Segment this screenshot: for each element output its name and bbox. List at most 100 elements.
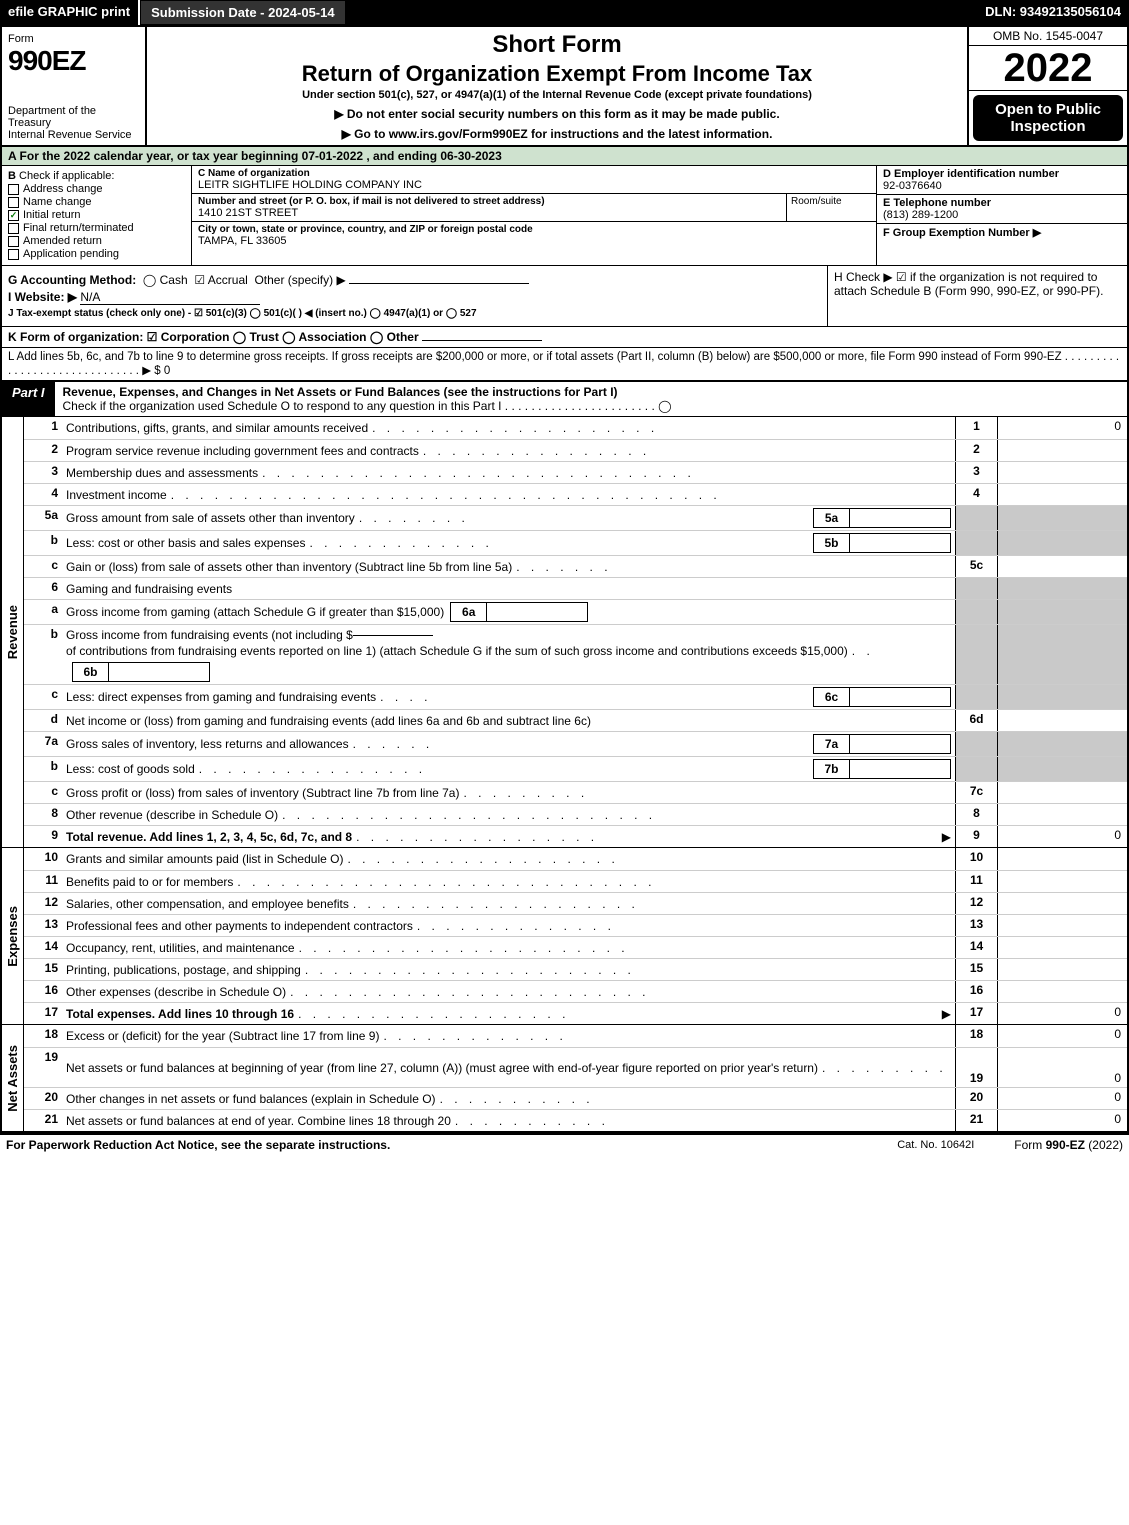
- line-8-value: [997, 804, 1127, 825]
- arrow-icon: ▶: [942, 830, 951, 844]
- b-check-if: Check if applicable:: [19, 170, 114, 182]
- net-assets-grid: Net Assets 18Excess or (deficit) for the…: [2, 1025, 1127, 1133]
- line-7c-desc: Gross profit or (loss) from sales of inv…: [66, 786, 459, 800]
- part-1-title-text: Revenue, Expenses, and Changes in Net As…: [63, 385, 618, 399]
- k-other-input[interactable]: [422, 340, 542, 341]
- chk-label: Final return/terminated: [23, 222, 134, 234]
- line-16-value: [997, 981, 1127, 1002]
- line-6b-blank[interactable]: [353, 635, 433, 636]
- b-label: B: [8, 170, 16, 182]
- return-title: Return of Organization Exempt From Incom…: [153, 61, 961, 87]
- line-6c-desc: Less: direct expenses from gaming and fu…: [66, 690, 376, 704]
- g-accrual: Accrual: [208, 273, 248, 287]
- line-12-value: [997, 893, 1127, 914]
- revenue-lines: 1Contributions, gifts, grants, and simil…: [24, 417, 1127, 847]
- c-city-label: City or town, state or province, country…: [198, 224, 870, 235]
- g-other-input[interactable]: [349, 283, 529, 284]
- checkbox-initial-return[interactable]: [8, 210, 19, 221]
- dept-label: Department of the Treasury Internal Reve…: [8, 105, 139, 141]
- k-line: K Form of organization: ☑ Corporation ◯ …: [8, 330, 419, 344]
- phone-value: (813) 289-1200: [883, 209, 958, 221]
- net-assets-label: Net Assets: [5, 1045, 20, 1112]
- line-9-desc: Total revenue. Add lines 1, 2, 3, 4, 5c,…: [66, 830, 352, 844]
- line-4-desc: Investment income: [66, 488, 167, 502]
- line-19-desc: Net assets or fund balances at beginning…: [66, 1061, 818, 1075]
- website-value: N/A: [80, 290, 260, 305]
- under-section-text: Under section 501(c), 527, or 4947(a)(1)…: [153, 89, 961, 101]
- bcdf-row: B Check if applicable: Address change Na…: [2, 166, 1127, 266]
- line-11-desc: Benefits paid to or for members: [66, 875, 233, 889]
- checkbox-address-change[interactable]: [8, 184, 19, 195]
- d-label: D Employer identification number: [883, 168, 1121, 180]
- topbar-spacer: [346, 0, 978, 25]
- footer-right-post: (2022): [1085, 1138, 1123, 1152]
- j-line: J Tax-exempt status (check only one) - ☑…: [8, 308, 477, 319]
- line-5a-desc: Gross amount from sale of assets other t…: [66, 511, 355, 525]
- footer-right: Form 990-EZ (2022): [1014, 1138, 1123, 1152]
- line-6b-pre: Gross income from fundraising events (no…: [66, 628, 353, 642]
- goto-link[interactable]: ▶ Go to www.irs.gov/Form990EZ for instru…: [153, 127, 961, 141]
- line-6c-value: [850, 688, 950, 706]
- checkbox-final-return[interactable]: [8, 223, 19, 234]
- net-assets-lines: 18Excess or (deficit) for the year (Subt…: [24, 1025, 1127, 1131]
- form-title-block: Short Form Return of Organization Exempt…: [147, 27, 967, 145]
- footer-right-pre: Form: [1014, 1138, 1045, 1152]
- line-7a-desc: Gross sales of inventory, less returns a…: [66, 737, 349, 751]
- checkbox-amended-return[interactable]: [8, 236, 19, 247]
- line-5c-desc: Gain or (loss) from sale of assets other…: [66, 560, 512, 574]
- line-13-desc: Professional fees and other payments to …: [66, 919, 413, 933]
- line-2-desc: Program service revenue including govern…: [66, 444, 419, 458]
- form-header: Form 990EZ Department of the Treasury In…: [2, 27, 1127, 147]
- h-text: H Check ▶ ☑ if the organization is not r…: [834, 270, 1103, 298]
- line-10-desc: Grants and similar amounts paid (list in…: [66, 852, 343, 866]
- part-1-title: Revenue, Expenses, and Changes in Net As…: [55, 382, 1127, 416]
- line-21-value: 0: [997, 1110, 1127, 1131]
- expenses-lines: 10Grants and similar amounts paid (list …: [24, 848, 1127, 1024]
- column-b: B Check if applicable: Address change Na…: [2, 166, 192, 265]
- form-outer: Form 990EZ Department of the Treasury In…: [0, 25, 1129, 1135]
- g-label: G Accounting Method:: [8, 273, 136, 287]
- line-1-value: 0: [997, 417, 1127, 439]
- chk-label: Address change: [23, 183, 103, 195]
- column-c: C Name of organization LEITR SIGHTLIFE H…: [192, 166, 877, 265]
- chk-label: Amended return: [23, 235, 102, 247]
- line-19-value: 0: [997, 1048, 1127, 1087]
- org-city: TAMPA, FL 33605: [198, 235, 286, 247]
- expenses-label: Expenses: [5, 906, 20, 967]
- line-7a-value: [850, 735, 950, 753]
- line-7b-value: [850, 760, 950, 778]
- line-7b-desc: Less: cost of goods sold: [66, 762, 195, 776]
- room-suite-label: Room/suite: [786, 194, 876, 221]
- expenses-side-label: Expenses: [2, 848, 24, 1024]
- line-5b-desc: Less: cost or other basis and sales expe…: [66, 536, 305, 550]
- chk-label: Application pending: [23, 248, 119, 260]
- l-text: L Add lines 5b, 6c, and 7b to line 9 to …: [8, 351, 1119, 377]
- net-assets-side-label: Net Assets: [2, 1025, 24, 1131]
- line-5c-value: [997, 556, 1127, 577]
- g-cash: Cash: [160, 273, 188, 287]
- columns-cdef: C Name of organization LEITR SIGHTLIFE H…: [192, 166, 1127, 265]
- efile-print-button[interactable]: efile GRAPHIC print: [0, 0, 140, 25]
- line-13-value: [997, 915, 1127, 936]
- line-18-value: 0: [997, 1025, 1127, 1047]
- arrow-icon: ▶: [942, 1007, 951, 1021]
- line-14-value: [997, 937, 1127, 958]
- line-16-desc: Other expenses (describe in Schedule O): [66, 985, 286, 999]
- line-18-desc: Excess or (deficit) for the year (Subtra…: [66, 1029, 379, 1043]
- revenue-grid: Revenue 1Contributions, gifts, grants, a…: [2, 417, 1127, 848]
- line-15-desc: Printing, publications, postage, and shi…: [66, 963, 301, 977]
- open-to-public-badge: Open to Public Inspection: [973, 95, 1123, 141]
- revenue-label: Revenue: [5, 605, 20, 659]
- line-3-desc: Membership dues and assessments: [66, 466, 258, 480]
- ghi-left: G Accounting Method: ◯ Cash ☑ Accrual Ot…: [2, 266, 827, 326]
- row-ghi: G Accounting Method: ◯ Cash ☑ Accrual Ot…: [2, 266, 1127, 327]
- line-14-desc: Occupancy, rent, utilities, and maintena…: [66, 941, 295, 955]
- line-6-desc: Gaming and fundraising events: [66, 582, 232, 596]
- line-11-value: [997, 871, 1127, 892]
- line-20-desc: Other changes in net assets or fund bala…: [66, 1092, 436, 1106]
- line-2-value: [997, 440, 1127, 461]
- line-12-desc: Salaries, other compensation, and employ…: [66, 897, 349, 911]
- checkbox-name-change[interactable]: [8, 197, 19, 208]
- checkbox-application-pending[interactable]: [8, 249, 19, 260]
- org-address: 1410 21ST STREET: [198, 207, 298, 219]
